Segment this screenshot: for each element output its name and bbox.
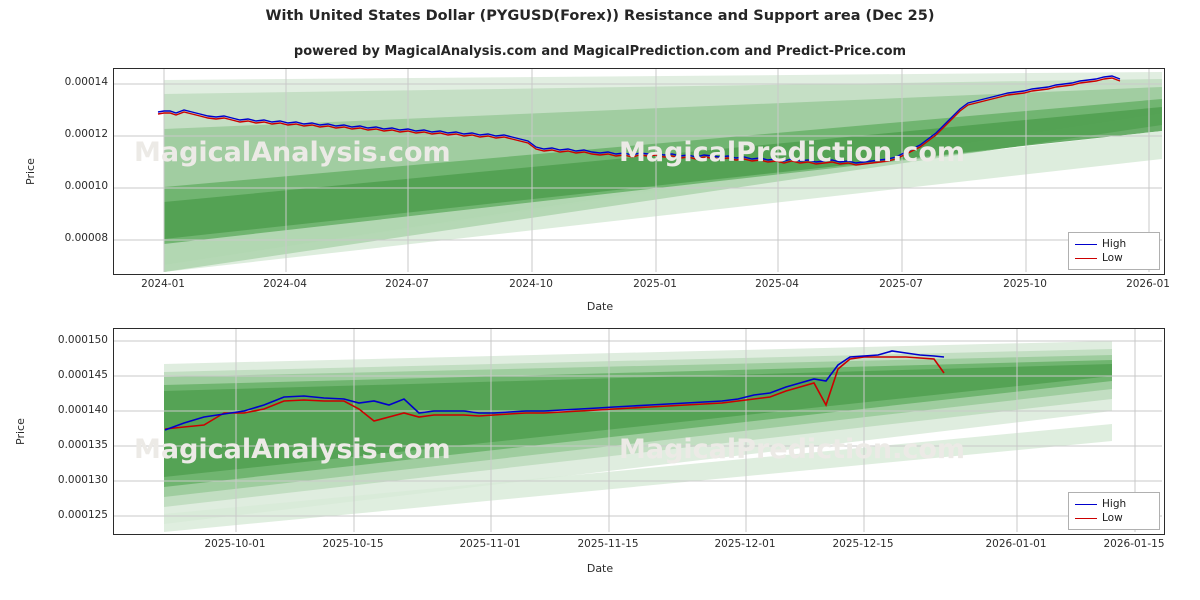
top-xtick-6: 2025-07 [879, 278, 923, 290]
series-low-bottom [164, 356, 945, 430]
bottom-chart-panel: MagicalAnalysis.com MagicalPrediction.co… [113, 328, 1165, 535]
bottom-xtick-1: 2025-10-15 [322, 538, 384, 550]
bottom-xtick-5: 2025-12-15 [832, 538, 894, 550]
bottom-ytick-4: 0.000145 [57, 369, 108, 381]
bottom-xtick-6: 2026-01-01 [985, 538, 1047, 550]
bottom-gridlines [114, 329, 1162, 532]
bottom-y-axis-label: Price [14, 418, 27, 445]
top-ytick-1: 0.00010 [64, 180, 108, 192]
top-ytick-2: 0.00012 [64, 128, 108, 140]
bottom-xtick-2: 2025-11-01 [459, 538, 521, 550]
top-x-axis-label: Date [586, 300, 614, 313]
legend-label-high-2: High [1102, 498, 1127, 510]
top-xtick-0: 2024-01 [141, 278, 185, 290]
bottom-xtick-7: 2026-01-15 [1103, 538, 1165, 550]
series-high-top [157, 75, 1121, 164]
band-lower-pale [164, 131, 1162, 272]
bottom-chart-svg [114, 329, 1162, 532]
band2-darkest [164, 364, 1112, 477]
band2-bottom-pale [164, 424, 1112, 532]
bottom-ytick-1: 0.000130 [57, 474, 108, 486]
bottom-xtick-3: 2025-11-15 [577, 538, 639, 550]
top-xtick-1: 2024-04 [263, 278, 307, 290]
top-chart-legend: High Low [1068, 232, 1160, 270]
legend-line-low-2 [1075, 517, 1097, 519]
band-darkest [164, 107, 1162, 239]
bottom-xtick-0: 2025-10-01 [204, 538, 266, 550]
top-xtick-4: 2025-01 [633, 278, 677, 290]
legend-line-high-2 [1075, 503, 1097, 505]
bottom-xtick-4: 2025-12-01 [714, 538, 776, 550]
page-title: With United States Dollar (PYGUSD(Forex)… [265, 8, 935, 24]
bottom-ytick-2: 0.000135 [57, 439, 108, 451]
legend-item-high: High [1075, 237, 1153, 251]
bottom-x-axis-label: Date [586, 562, 614, 575]
legend-item-high-2: High [1075, 497, 1153, 511]
top-xtick-2: 2024-07 [385, 278, 429, 290]
top-gridlines [114, 69, 1162, 272]
bottom-chart-legend: High Low [1068, 492, 1160, 530]
top-ytick-3: 0.00014 [64, 76, 108, 88]
series-low-top [157, 77, 1121, 166]
top-xtick-7: 2025-10 [1003, 278, 1047, 290]
legend-label-low: Low [1102, 252, 1123, 264]
legend-item-low-2: Low [1075, 511, 1153, 525]
legend-line-low [1075, 257, 1097, 259]
top-xtick-5: 2025-04 [755, 278, 799, 290]
legend-label-low-2: Low [1102, 512, 1123, 524]
bottom-ytick-5: 0.000150 [57, 334, 108, 346]
top-xtick-3: 2024-10 [509, 278, 553, 290]
bottom-ytick-3: 0.000140 [57, 404, 108, 416]
top-ytick-0: 0.00008 [64, 232, 108, 244]
legend-item-low: Low [1075, 251, 1153, 265]
top-chart-svg [114, 69, 1162, 272]
top-xtick-8: 2026-01 [1126, 278, 1170, 290]
legend-label-high: High [1102, 238, 1127, 250]
top-chart-panel: MagicalAnalysis.com MagicalPrediction.co… [113, 68, 1165, 275]
top-y-axis-label: Price [24, 158, 37, 185]
page-subtitle: powered by MagicalAnalysis.com and Magic… [293, 44, 907, 59]
bottom-ytick-0: 0.000125 [57, 509, 108, 521]
series-high-bottom [164, 350, 945, 431]
legend-line-high [1075, 243, 1097, 245]
